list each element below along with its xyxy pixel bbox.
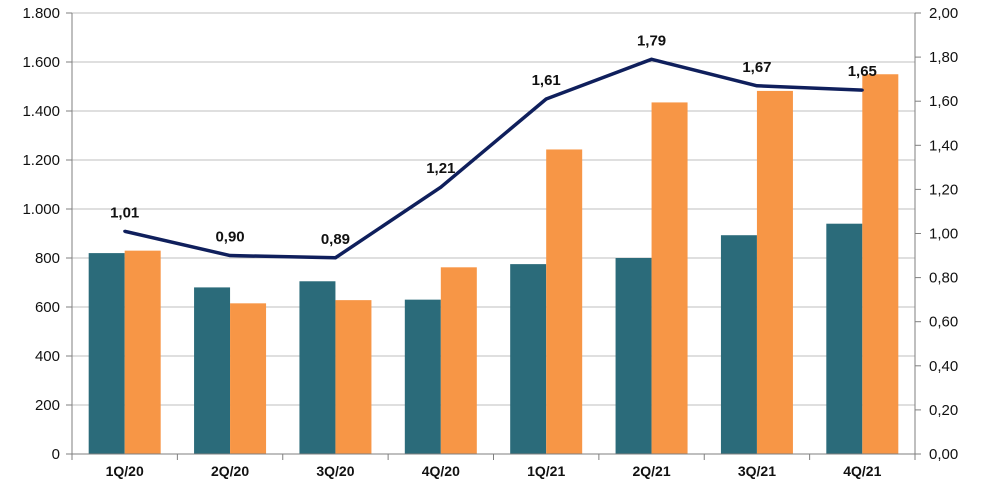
x-axis-category-label: 3Q/21 (738, 463, 776, 479)
bar-series-1 (720, 235, 757, 454)
right-axis-tick-label: 1,00 (929, 226, 958, 243)
axes (66, 12, 921, 460)
bar-series-1 (194, 287, 231, 454)
right-axis-tick-label: 1,60 (929, 93, 958, 110)
line-point (755, 84, 759, 88)
left-axis-tick-label: 1.200 (22, 152, 60, 169)
left-axis-tick-label: 600 (35, 299, 60, 316)
line-data-label: 1,61 (532, 72, 561, 89)
bar-series (88, 74, 899, 455)
left-axis-tick-label: 400 (35, 348, 60, 365)
left-axis-tick-label: 1.600 (22, 54, 60, 71)
bar-series-2 (124, 250, 161, 454)
right-axis-tick-label: 0,20 (929, 402, 958, 419)
bar-series-1 (615, 258, 652, 454)
line-data-label: 1,21 (426, 160, 455, 177)
line-data-label: 1,79 (637, 32, 666, 49)
right-axis-tick-label: 2,00 (929, 5, 958, 22)
bar-series-2 (440, 267, 477, 454)
bar-series-2 (230, 303, 267, 454)
x-axis-category-label: 4Q/20 (422, 463, 460, 479)
right-axis-tick-label: 0,80 (929, 270, 958, 287)
right-axis-tick-label: 1,20 (929, 181, 958, 198)
bar-series-2 (546, 149, 583, 454)
line-point (123, 229, 127, 233)
line-series-path (124, 57, 863, 260)
right-axis-tick-label: 0,40 (929, 358, 958, 375)
line-point (333, 256, 337, 260)
bar-series-2 (862, 74, 899, 454)
left-axis-tick-label: 1.800 (22, 5, 60, 22)
line-point (439, 185, 443, 189)
line-data-label: 0,90 (215, 229, 244, 246)
x-axis-category-label: 2Q/21 (632, 463, 670, 479)
line-point (544, 97, 548, 101)
right-axis-tick-label: 1,40 (929, 137, 958, 154)
line-data-label: 1,01 (110, 204, 139, 221)
line-data-label: 1,67 (742, 59, 771, 76)
left-axis-tick-label: 800 (35, 250, 60, 267)
line-data-labels: 1,01 0,90 0,89 1,21 1,61 1,79 1,67 1,65 (110, 32, 877, 247)
x-axis-category-label: 4Q/21 (843, 463, 881, 479)
left-axis-tick-label: 1.400 (22, 103, 60, 120)
left-axis-tick-label: 200 (35, 397, 60, 414)
right-axis-tick-label: 0,00 (929, 446, 958, 463)
right-axis-tick-label: 0,60 (929, 314, 958, 331)
left-axis-tick-label: 1.000 (22, 201, 60, 218)
x-axis-category-label: 1Q/21 (527, 463, 565, 479)
bar-series-2 (651, 102, 688, 455)
x-axis-category-label: 2Q/20 (211, 463, 249, 479)
bar-series-2 (756, 90, 793, 454)
bar-series-1 (510, 264, 547, 454)
line-data-label: 0,89 (321, 231, 350, 248)
bar-series-1 (299, 281, 336, 454)
line-point (228, 254, 232, 258)
bar-series-1 (826, 223, 863, 454)
bar-series-2 (335, 300, 372, 454)
bar-series-1 (88, 253, 125, 454)
line-point (860, 88, 864, 92)
x-axis-category-label: 3Q/20 (316, 463, 354, 479)
x-axis-category-label: 1Q/20 (106, 463, 144, 479)
line-series (123, 57, 864, 260)
axis-tick-labels: 0 200 400 600 800 1.000 1.200 1.400 1.600 1.800 0,… (22, 5, 958, 479)
bar-series-1 (404, 299, 441, 454)
right-axis-tick-label: 1,80 (929, 49, 958, 66)
line-data-label: 1,65 (848, 63, 877, 80)
left-axis-tick-label: 0 (52, 446, 60, 463)
line-point (650, 57, 654, 61)
